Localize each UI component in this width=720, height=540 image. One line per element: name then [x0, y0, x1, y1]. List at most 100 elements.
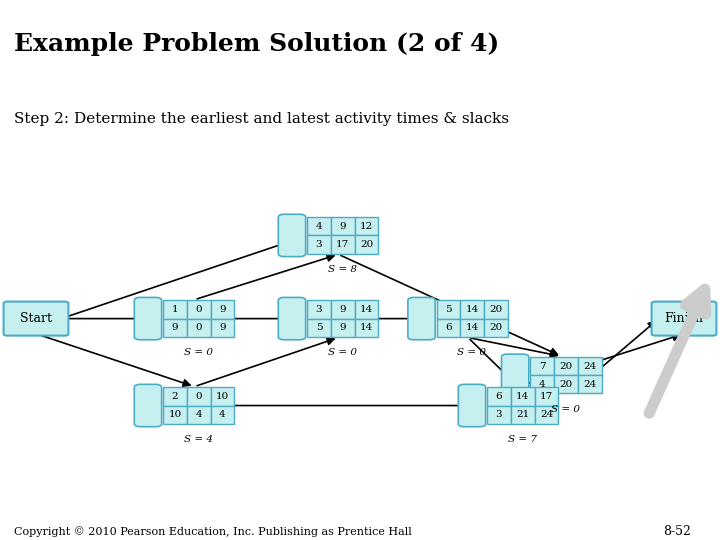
FancyBboxPatch shape: [577, 357, 602, 375]
Text: 14: 14: [360, 305, 373, 314]
Text: 0: 0: [195, 323, 202, 332]
Text: 9: 9: [339, 222, 346, 231]
FancyBboxPatch shape: [187, 387, 210, 406]
Text: Step 2: Determine the earliest and latest activity times & slacks: Step 2: Determine the earliest and lates…: [14, 112, 510, 126]
Text: S = 0: S = 0: [457, 348, 486, 357]
Text: Start: Start: [20, 312, 52, 325]
Text: 20: 20: [490, 305, 503, 314]
FancyBboxPatch shape: [408, 298, 435, 340]
FancyBboxPatch shape: [307, 235, 331, 254]
Text: 17: 17: [336, 240, 349, 249]
Text: 14: 14: [466, 305, 479, 314]
Text: 0: 0: [195, 392, 202, 401]
FancyBboxPatch shape: [554, 357, 578, 375]
FancyBboxPatch shape: [307, 319, 331, 337]
FancyBboxPatch shape: [501, 354, 528, 396]
FancyBboxPatch shape: [307, 217, 331, 235]
Text: 9: 9: [219, 305, 226, 314]
Text: S = 8: S = 8: [328, 265, 356, 274]
Text: Example Problem Solution (2 of 4): Example Problem Solution (2 of 4): [14, 32, 500, 56]
FancyBboxPatch shape: [4, 301, 68, 335]
Text: 9: 9: [219, 323, 226, 332]
FancyBboxPatch shape: [554, 375, 578, 394]
FancyBboxPatch shape: [355, 300, 379, 319]
FancyBboxPatch shape: [511, 406, 534, 424]
Text: 20: 20: [559, 362, 572, 371]
Text: 4: 4: [219, 410, 226, 419]
FancyBboxPatch shape: [461, 319, 485, 337]
Text: 3: 3: [495, 410, 503, 419]
FancyBboxPatch shape: [355, 235, 379, 254]
Text: 4: 4: [539, 380, 546, 389]
Text: S = 0: S = 0: [551, 405, 580, 414]
FancyBboxPatch shape: [331, 217, 355, 235]
FancyBboxPatch shape: [278, 298, 305, 340]
Text: S = 7: S = 7: [508, 435, 536, 444]
Text: 0: 0: [195, 305, 202, 314]
Text: 4: 4: [195, 410, 202, 419]
FancyBboxPatch shape: [458, 384, 485, 427]
Text: 14: 14: [516, 392, 529, 401]
FancyArrowPatch shape: [649, 289, 706, 413]
FancyBboxPatch shape: [355, 217, 379, 235]
Text: 10: 10: [216, 392, 229, 401]
Text: 9: 9: [339, 323, 346, 332]
Text: 3: 3: [315, 305, 323, 314]
Text: 1: 1: [171, 305, 179, 314]
Text: 5: 5: [315, 323, 323, 332]
FancyBboxPatch shape: [135, 384, 162, 427]
FancyBboxPatch shape: [163, 319, 187, 337]
Text: 24: 24: [583, 362, 596, 371]
FancyBboxPatch shape: [534, 387, 559, 406]
FancyBboxPatch shape: [278, 214, 305, 256]
Text: 24: 24: [583, 380, 596, 389]
Text: 20: 20: [490, 323, 503, 332]
FancyBboxPatch shape: [331, 300, 355, 319]
FancyBboxPatch shape: [187, 406, 210, 424]
FancyBboxPatch shape: [531, 375, 554, 394]
FancyBboxPatch shape: [163, 387, 187, 406]
FancyBboxPatch shape: [163, 406, 187, 424]
Text: 5: 5: [445, 305, 452, 314]
Text: 3: 3: [315, 240, 323, 249]
FancyBboxPatch shape: [187, 300, 210, 319]
FancyBboxPatch shape: [436, 300, 461, 319]
FancyBboxPatch shape: [210, 406, 235, 424]
Text: 20: 20: [360, 240, 373, 249]
FancyBboxPatch shape: [461, 300, 485, 319]
FancyBboxPatch shape: [485, 300, 508, 319]
FancyBboxPatch shape: [511, 387, 534, 406]
Text: 10: 10: [168, 410, 181, 419]
FancyBboxPatch shape: [577, 375, 602, 394]
FancyBboxPatch shape: [436, 319, 461, 337]
FancyBboxPatch shape: [210, 300, 235, 319]
Text: S = 4: S = 4: [184, 435, 212, 444]
Text: 17: 17: [540, 392, 553, 401]
Text: 7: 7: [539, 362, 546, 371]
Text: 8-52: 8-52: [663, 524, 691, 538]
FancyBboxPatch shape: [485, 319, 508, 337]
FancyBboxPatch shape: [355, 319, 379, 337]
FancyBboxPatch shape: [487, 406, 511, 424]
Text: Finish: Finish: [665, 312, 703, 325]
Text: 2: 2: [171, 392, 179, 401]
Text: 6: 6: [445, 323, 452, 332]
Text: 12: 12: [360, 222, 373, 231]
Text: S = 0: S = 0: [184, 348, 212, 357]
Text: 21: 21: [516, 410, 529, 419]
Text: Copyright © 2010 Pearson Education, Inc. Publishing as Prentice Hall: Copyright © 2010 Pearson Education, Inc.…: [14, 526, 412, 537]
FancyBboxPatch shape: [331, 319, 355, 337]
Text: 6: 6: [495, 392, 503, 401]
Text: 9: 9: [339, 305, 346, 314]
FancyBboxPatch shape: [135, 298, 162, 340]
FancyBboxPatch shape: [307, 300, 331, 319]
Text: 24: 24: [540, 410, 553, 419]
FancyBboxPatch shape: [210, 387, 235, 406]
Text: 14: 14: [360, 323, 373, 332]
FancyBboxPatch shape: [163, 300, 187, 319]
FancyBboxPatch shape: [331, 235, 355, 254]
Text: 4: 4: [315, 222, 323, 231]
Text: 9: 9: [171, 323, 179, 332]
FancyBboxPatch shape: [531, 357, 554, 375]
Text: S = 0: S = 0: [328, 348, 356, 357]
